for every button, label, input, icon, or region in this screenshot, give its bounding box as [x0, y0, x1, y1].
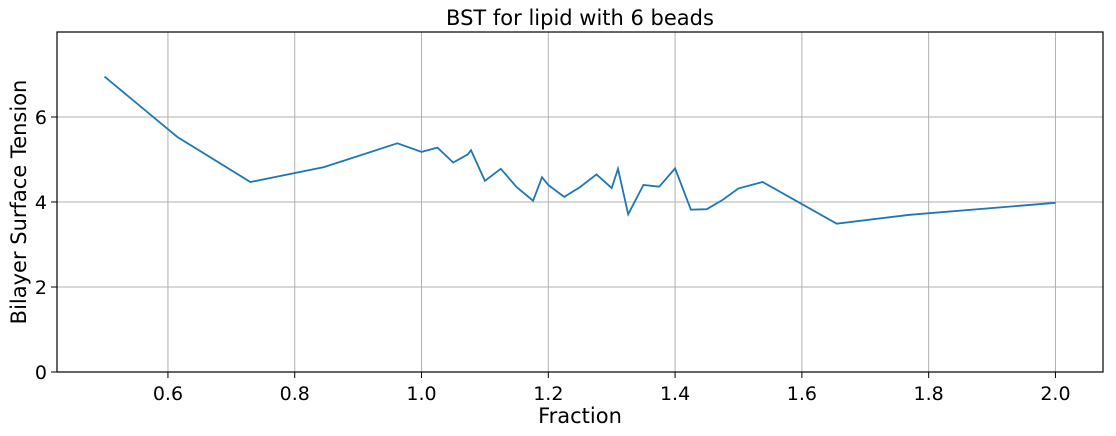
- x-axis: 0.6 0.8 1.0 1.2 1.4 1.6 1.8 2.0: [153, 372, 1071, 405]
- x-tick-label: 0.8: [280, 383, 310, 405]
- x-tick-label: 1.4: [660, 383, 690, 405]
- y-axis-label: Bilayer Surface Tension: [7, 80, 31, 325]
- x-tick-label: 2.0: [1040, 383, 1070, 405]
- x-tick-label: 1.6: [787, 383, 817, 405]
- x-tick-label: 0.6: [153, 383, 183, 405]
- x-tick-label: 1.8: [914, 383, 944, 405]
- x-tick-label: 1.0: [406, 383, 436, 405]
- x-axis-label: Fraction: [538, 404, 622, 428]
- y-tick-label: 4: [35, 192, 47, 214]
- x-tick-label: 1.2: [533, 383, 563, 405]
- y-axis: 0 2 4 6: [35, 107, 57, 384]
- y-tick-label: 6: [35, 107, 47, 129]
- chart-title: BST for lipid with 6 beads: [446, 6, 714, 30]
- y-tick-label: 0: [35, 362, 47, 384]
- y-tick-label: 2: [35, 277, 47, 299]
- grid: [57, 32, 1103, 373]
- series-line: [103, 75, 1056, 225]
